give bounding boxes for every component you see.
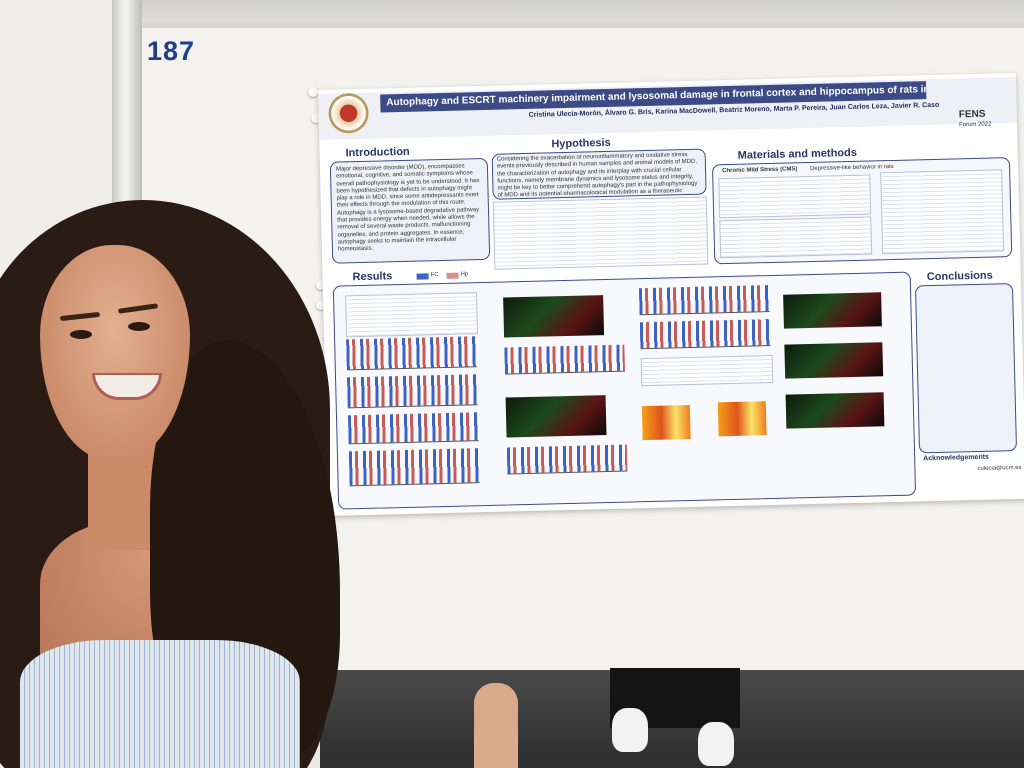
results-bar-plot — [348, 448, 480, 487]
legend-fc: FC — [430, 272, 439, 279]
event-logo: FENS Forum 2022 — [958, 108, 992, 131]
legend-hp-swatch — [446, 272, 459, 279]
push-pin — [308, 87, 318, 97]
hypothesis-diagram — [492, 196, 709, 270]
results-bar-plot — [346, 336, 477, 371]
microscopy-image — [784, 342, 884, 379]
section-hypothesis: Hypothesis — [551, 136, 611, 151]
section-acknowledgements: Acknowledgements — [923, 453, 990, 463]
section-materials: Materials and methods — [737, 146, 858, 162]
legend-fc-swatch — [416, 273, 429, 280]
scientific-poster: Autophagy and ESCRT machinery impairment… — [318, 72, 1024, 516]
microscopy-image — [783, 292, 882, 329]
person-eye — [128, 322, 150, 331]
legend-hp: Hp — [460, 271, 469, 278]
visitor-shoe-right — [698, 722, 734, 766]
person-shirt — [20, 640, 300, 768]
results-bar-plot — [506, 444, 628, 475]
booth-number: 187 — [147, 36, 196, 66]
cms-protocol-table — [718, 174, 872, 219]
section-introduction: Introduction — [345, 145, 410, 160]
section-results: Results — [352, 270, 393, 284]
methods-diagram — [719, 216, 873, 259]
event-subtitle: Forum 2022 — [958, 121, 992, 129]
western-blot-figure — [640, 354, 774, 387]
contact-email: culecia@ucm.es — [977, 464, 1022, 473]
push-pin — [311, 113, 321, 123]
visitor-leg — [474, 683, 518, 768]
visitor-shoe-left — [612, 708, 648, 752]
event-name: FENS — [958, 108, 986, 121]
push-pin — [316, 300, 326, 310]
heatmap — [641, 405, 691, 441]
introduction-text: Major depressive disorder (MDD), encompa… — [335, 163, 480, 253]
section-conclusions: Conclusions — [926, 269, 993, 284]
results-bar-plot — [639, 319, 771, 350]
results-bar-plot — [347, 412, 479, 445]
push-pin — [316, 280, 326, 290]
results-bar-plot — [347, 374, 478, 409]
microscopy-image — [785, 392, 885, 429]
western-blot-figure — [345, 292, 479, 338]
microscopy-image — [503, 295, 605, 338]
heatmap — [717, 401, 767, 437]
results-bar-plot — [504, 344, 625, 375]
methods-workflow-figure — [880, 169, 1005, 255]
microscopy-image — [505, 395, 607, 438]
person-face — [40, 245, 190, 460]
hypothesis-text: Considering the exacerbation of neuroinf… — [496, 151, 698, 197]
conclusions-panel — [914, 283, 1018, 454]
results-bar-plot — [638, 285, 770, 316]
person-eye — [70, 330, 92, 339]
